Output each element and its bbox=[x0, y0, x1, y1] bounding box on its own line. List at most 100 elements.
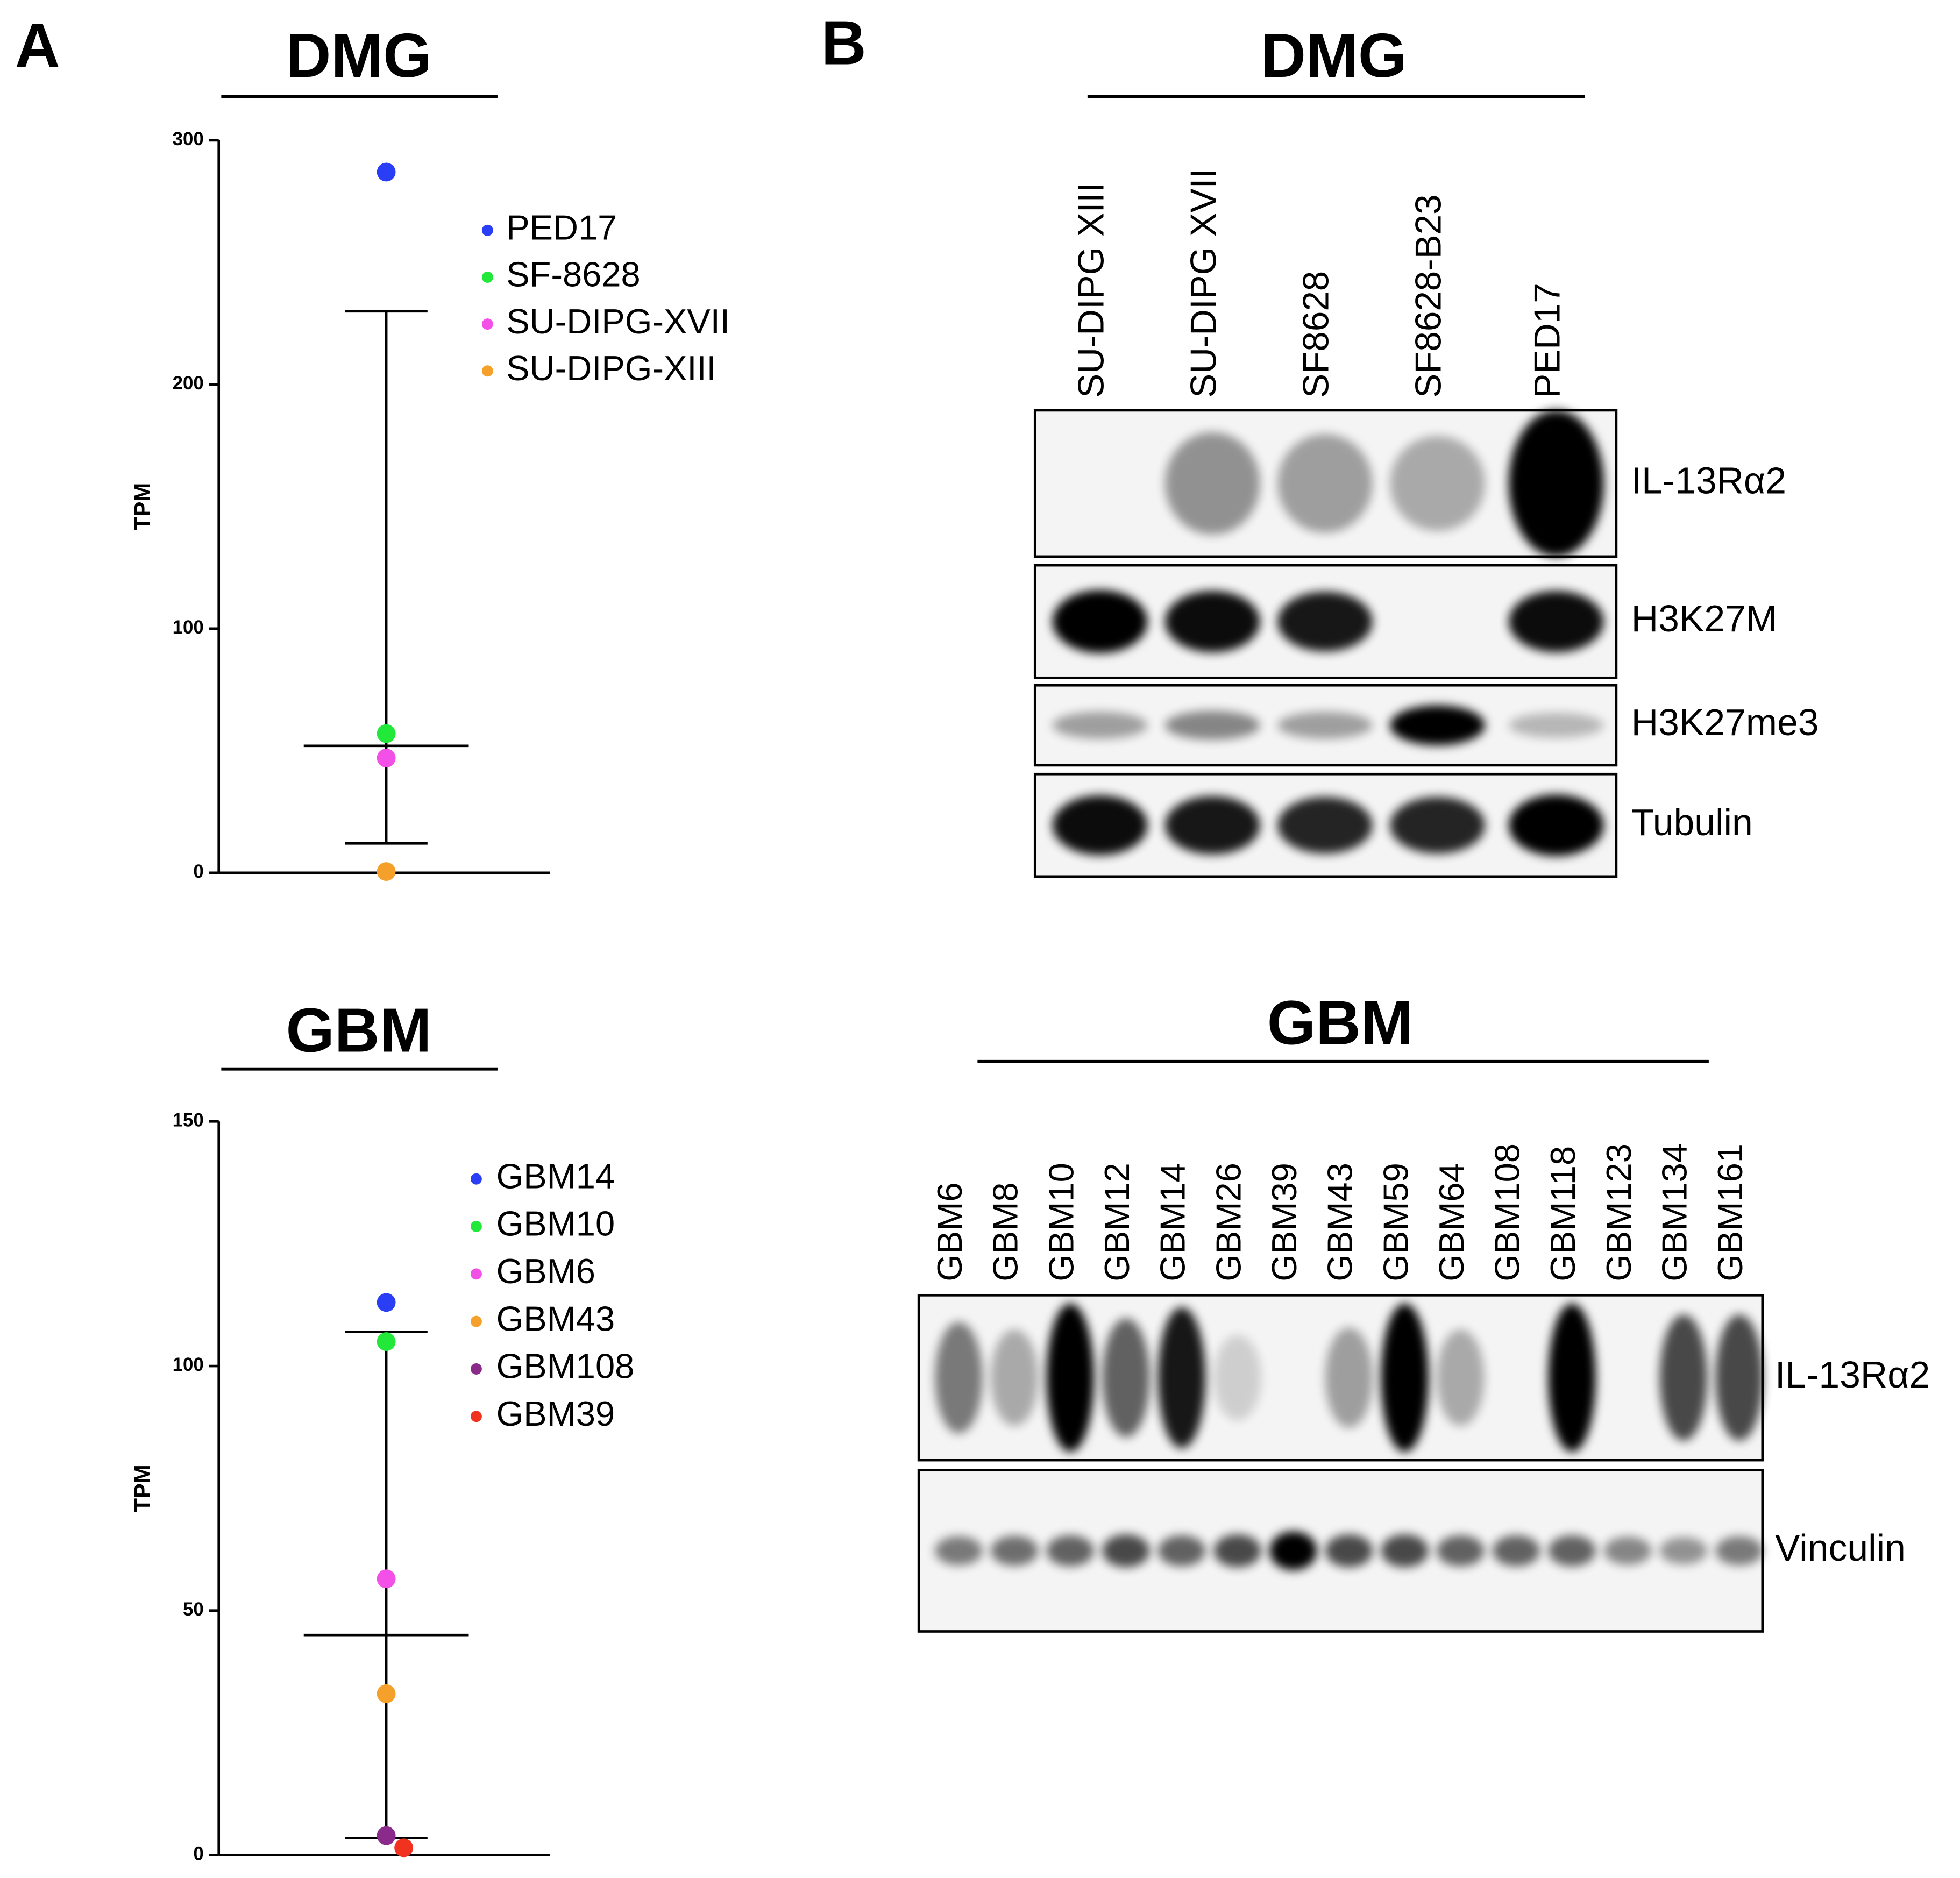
legend-swatch bbox=[470, 1268, 482, 1280]
legend-label: GBM10 bbox=[496, 1204, 615, 1243]
blot-band bbox=[1548, 1303, 1596, 1452]
lane-label: GBM26 bbox=[1209, 1163, 1248, 1282]
blot-band bbox=[1715, 1536, 1763, 1566]
y-tick-label: 100 bbox=[173, 1354, 204, 1375]
blot-band bbox=[1381, 1534, 1429, 1568]
blot-row-label: Tubulin bbox=[1631, 801, 1753, 843]
legend-swatch bbox=[470, 1315, 482, 1327]
panel-label: A bbox=[15, 10, 60, 80]
blot-panel bbox=[917, 1469, 1764, 1633]
blot-title: DMG bbox=[1261, 20, 1407, 90]
legend-swatch bbox=[470, 1173, 482, 1185]
legend-swatch bbox=[481, 271, 493, 283]
y-tick-label: 200 bbox=[173, 373, 204, 394]
blot-band bbox=[1277, 434, 1373, 533]
y-axis-label: TPM bbox=[129, 483, 154, 530]
blot-band bbox=[1548, 1535, 1596, 1567]
blot-band bbox=[1437, 1535, 1485, 1567]
blot-band bbox=[1325, 1534, 1373, 1568]
blot-row-label: Vinculin bbox=[1775, 1527, 1906, 1569]
blot-band bbox=[1164, 710, 1260, 740]
blot-panel bbox=[917, 1294, 1764, 1462]
legend-label: GBM6 bbox=[496, 1251, 595, 1291]
lane-label: GBM59 bbox=[1376, 1163, 1415, 1282]
lane-label: SU-DIPG XIII bbox=[1071, 182, 1111, 398]
legend-label: SU-DIPG-XVII bbox=[506, 302, 730, 341]
data-point bbox=[377, 1293, 396, 1312]
y-tick-label: 300 bbox=[173, 129, 204, 150]
legend-label: SU-DIPG-XIII bbox=[506, 348, 716, 388]
blot-band bbox=[1509, 591, 1604, 652]
legend-swatch bbox=[470, 1221, 482, 1232]
blot-band bbox=[990, 1535, 1039, 1566]
blot-band bbox=[1277, 796, 1373, 854]
blot-band bbox=[1213, 1534, 1261, 1568]
blot-band bbox=[1102, 1534, 1150, 1568]
y-tick-label: 100 bbox=[173, 617, 204, 638]
y-tick-label: 50 bbox=[183, 1599, 204, 1620]
data-point bbox=[377, 724, 396, 743]
blot-band bbox=[1269, 1531, 1317, 1570]
blot-panel bbox=[1033, 564, 1618, 679]
blot-band bbox=[1052, 795, 1148, 856]
blot-band bbox=[1052, 712, 1148, 739]
lane-label: SF8628 bbox=[1296, 271, 1337, 398]
data-point bbox=[377, 1826, 396, 1845]
lane-label: GBM10 bbox=[1041, 1163, 1081, 1282]
blot-band bbox=[1325, 1327, 1373, 1428]
blot-band bbox=[1509, 794, 1604, 856]
legend-swatch bbox=[470, 1363, 482, 1375]
blot-band bbox=[1659, 1537, 1708, 1564]
blot-band bbox=[935, 1536, 983, 1566]
y-axis-label: TPM bbox=[129, 1464, 154, 1512]
blot-band bbox=[1213, 1335, 1261, 1421]
blot-band bbox=[935, 1322, 983, 1434]
blot-panel bbox=[1033, 684, 1618, 767]
blot-row-label: H3K27M bbox=[1631, 597, 1777, 639]
blot-panel bbox=[1033, 409, 1618, 558]
data-point bbox=[377, 1684, 396, 1703]
lane-label: GBM161 bbox=[1710, 1143, 1750, 1282]
lane-label: GBM43 bbox=[1320, 1163, 1360, 1282]
data-point bbox=[377, 1332, 396, 1351]
blot-band bbox=[1277, 592, 1373, 652]
blot-band bbox=[1164, 796, 1260, 855]
data-point bbox=[377, 749, 396, 767]
lane-label: GBM14 bbox=[1153, 1163, 1192, 1282]
blot-band bbox=[1659, 1314, 1708, 1441]
lane-label: GBM134 bbox=[1655, 1143, 1694, 1282]
legend-swatch bbox=[481, 224, 493, 236]
blot-row-label: H3K27me3 bbox=[1631, 701, 1819, 743]
blot-band bbox=[1157, 1535, 1206, 1567]
legend-swatch bbox=[481, 365, 493, 377]
lane-label: GBM12 bbox=[1097, 1163, 1137, 1282]
legend-label: PED17 bbox=[506, 208, 617, 247]
data-point bbox=[377, 1569, 396, 1589]
lane-label: GBM39 bbox=[1265, 1163, 1304, 1282]
y-tick-label: 0 bbox=[193, 1844, 203, 1865]
blot-band bbox=[1715, 1314, 1763, 1441]
data-point bbox=[394, 1838, 414, 1858]
blot-band bbox=[990, 1329, 1039, 1426]
data-point bbox=[377, 162, 396, 182]
blot-band bbox=[1046, 1535, 1094, 1567]
blot-title: GBM bbox=[1267, 988, 1413, 1058]
blot-band bbox=[1390, 436, 1485, 531]
lane-label: PED17 bbox=[1528, 283, 1568, 397]
lane-label: SF8628-B23 bbox=[1409, 194, 1449, 397]
blot-row-label: IL-13Rα2 bbox=[1631, 459, 1786, 501]
lane-label: GBM123 bbox=[1599, 1143, 1638, 1282]
blot-band bbox=[1604, 1536, 1652, 1565]
lane-label: SU-DIPG XVII bbox=[1183, 168, 1224, 398]
blot-row-label: IL-13Rα2 bbox=[1775, 1354, 1930, 1396]
legend-label: GBM108 bbox=[496, 1347, 635, 1386]
chart-title: GBM bbox=[286, 995, 431, 1065]
blot-band bbox=[1277, 712, 1373, 739]
blot-band bbox=[1157, 1307, 1206, 1448]
blot-panel bbox=[1033, 772, 1618, 878]
blot-band bbox=[1492, 1535, 1540, 1567]
blot-band bbox=[1381, 1303, 1429, 1452]
blot-band bbox=[1102, 1318, 1150, 1438]
y-tick-label: 0 bbox=[193, 861, 203, 882]
blot-band bbox=[1052, 590, 1148, 653]
